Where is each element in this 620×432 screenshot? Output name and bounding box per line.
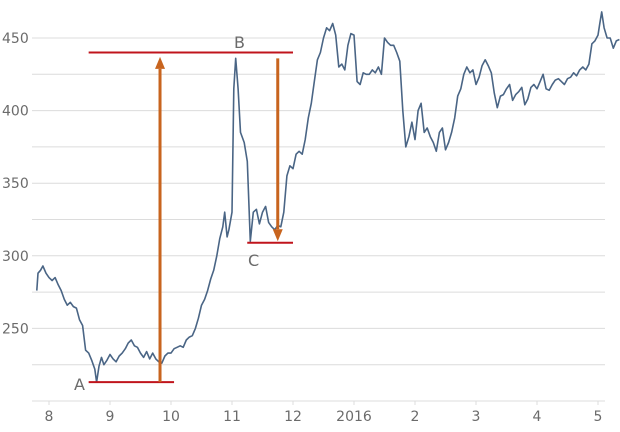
x-tick-label: 3 bbox=[472, 409, 481, 425]
x-tick-label: 12 bbox=[284, 409, 302, 425]
y-tick-label: 400 bbox=[2, 104, 29, 120]
x-tick-label: 11 bbox=[223, 409, 241, 425]
series-line bbox=[36, 11, 620, 383]
y-tick-label: 450 bbox=[2, 31, 29, 47]
arrow-down-icon bbox=[272, 229, 283, 242]
x-tick-label: 2016 bbox=[336, 409, 372, 425]
x-tick-label: 2 bbox=[411, 409, 420, 425]
x-axis: 8 9 10 11 12 2016 2 3 4 5 bbox=[45, 401, 603, 425]
y-tick-label: 350 bbox=[2, 176, 29, 192]
annotations: A B C bbox=[74, 33, 293, 394]
x-tick-label: 9 bbox=[106, 409, 115, 425]
x-tick-label: 5 bbox=[594, 409, 603, 425]
x-tick-label: 4 bbox=[533, 409, 542, 425]
point-label-a: A bbox=[74, 375, 85, 394]
y-axis: 250 300 350 400 450 bbox=[2, 31, 29, 337]
y-tick-label: 250 bbox=[2, 321, 29, 337]
x-tick-label: 8 bbox=[45, 409, 54, 425]
gridlines bbox=[32, 37, 605, 402]
y-tick-label: 300 bbox=[2, 249, 29, 265]
point-label-b: B bbox=[234, 33, 245, 52]
point-label-c: C bbox=[248, 251, 259, 270]
arrow-up-icon bbox=[155, 56, 166, 69]
x-tick-label: 10 bbox=[162, 409, 180, 425]
price-line bbox=[36, 11, 620, 383]
